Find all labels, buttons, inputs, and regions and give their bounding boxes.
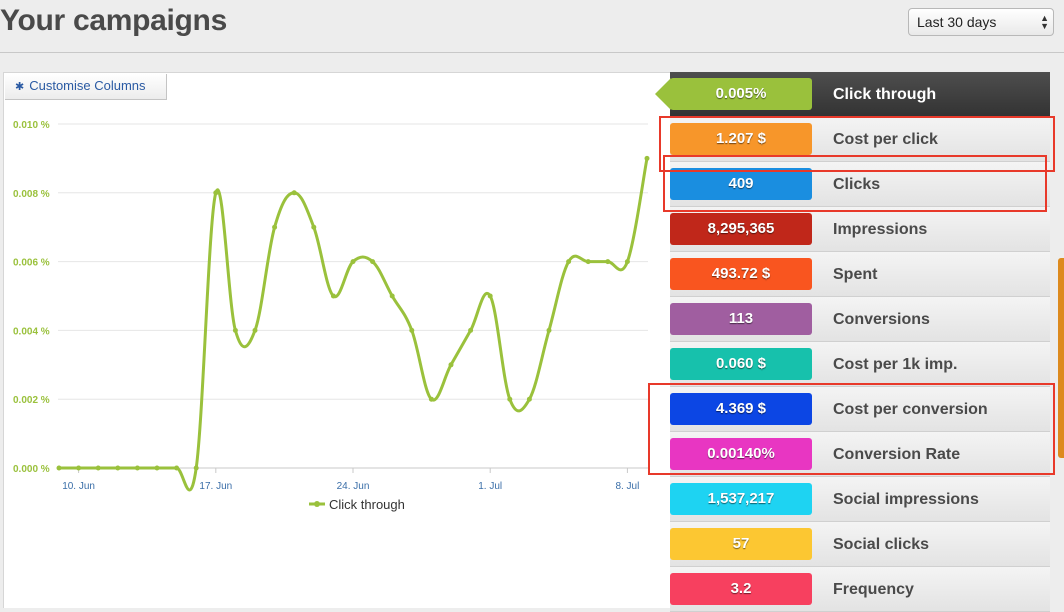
metric-row[interactable]: 57 Social clicks <box>670 522 1050 567</box>
metric-row[interactable]: 1,537,217 Social impressions <box>670 477 1050 522</box>
data-point <box>134 465 140 471</box>
data-point <box>174 465 180 471</box>
metric-label: Spent <box>833 266 878 283</box>
data-point <box>311 224 317 230</box>
data-point <box>95 465 101 471</box>
metric-value: 0.00140% <box>670 438 812 470</box>
data-point <box>56 465 62 471</box>
y-tick-label: 0.006 % <box>13 258 50 269</box>
header-divider <box>0 52 1064 53</box>
metric-label: Click through <box>833 86 937 103</box>
data-point <box>566 259 572 265</box>
metric-row[interactable]: 0.005% Click through <box>655 72 1050 117</box>
customise-columns-label: Customise Columns <box>29 78 146 93</box>
y-tick-label: 0.008 % <box>13 189 50 200</box>
metric-value: 8,295,365 <box>670 213 812 245</box>
metric-label: Social clicks <box>833 536 930 553</box>
data-point <box>291 190 297 196</box>
data-point <box>428 396 434 402</box>
metric-value: 0.005% <box>670 78 812 110</box>
selected-pointer-icon <box>655 78 671 110</box>
data-point <box>154 465 160 471</box>
customise-columns-button[interactable]: ✱ Customise Columns <box>5 74 167 100</box>
data-point <box>605 259 611 265</box>
metric-value: 409 <box>670 168 812 200</box>
y-tick-label: 0.004 % <box>13 326 50 337</box>
metric-row[interactable]: 3.2 Frequency <box>670 567 1050 612</box>
data-point <box>448 362 454 368</box>
data-point <box>644 155 650 161</box>
data-point <box>213 190 219 196</box>
metric-label: Cost per click <box>833 131 938 148</box>
highlight-box <box>648 383 1055 475</box>
data-point <box>76 465 82 471</box>
series-line <box>57 156 649 492</box>
metric-label: Impressions <box>833 221 928 238</box>
metric-value: 0.060 $ <box>670 348 812 380</box>
legend-marker <box>314 501 320 507</box>
period-select-value: Last 30 days <box>917 14 997 30</box>
legend-label: Click through <box>329 497 405 512</box>
metric-row[interactable]: 493.72 $ Spent <box>670 252 1050 297</box>
metric-label: Frequency <box>833 581 914 598</box>
data-point <box>526 396 532 402</box>
data-point <box>409 327 415 333</box>
metric-value: 1.207 $ <box>670 123 812 155</box>
metric-value: 4.369 $ <box>670 393 812 425</box>
select-arrows-icon: ▲ ▼ <box>1040 13 1049 31</box>
data-point <box>232 327 238 333</box>
metric-value: 3.2 <box>670 573 812 605</box>
x-tick-label: 1. Jul <box>478 481 502 492</box>
highlight-box <box>663 155 1047 212</box>
metric-label: Social impressions <box>833 491 979 508</box>
data-point <box>389 293 395 299</box>
metric-label: Conversion Rate <box>833 446 961 463</box>
page-title: Your campaigns <box>0 4 227 37</box>
data-point <box>272 224 278 230</box>
data-point <box>350 259 356 265</box>
metric-value: 1,537,217 <box>670 483 812 515</box>
metrics-list: 0.005% Click through 1.207 $ Cost per click… <box>655 72 1050 612</box>
metric-label: Clicks <box>833 176 881 193</box>
metric-value: 493.72 $ <box>670 258 812 290</box>
period-select[interactable]: Last 30 days ▲ ▼ <box>908 8 1054 36</box>
x-tick-label: 10. Jun <box>62 481 95 492</box>
x-tick-label: 24. Jun <box>337 481 370 492</box>
data-point <box>507 396 513 402</box>
x-tick-label: 8. Jul <box>615 481 639 492</box>
metric-row[interactable]: 1.207 $ Cost per click <box>670 117 1050 162</box>
metric-value: 113 <box>670 303 812 335</box>
metric-row[interactable]: 409 Clicks <box>670 162 1050 207</box>
metric-label: Cost per conversion <box>833 401 988 418</box>
data-point <box>193 465 199 471</box>
data-point <box>546 327 552 333</box>
y-tick-label: 0.002 % <box>13 395 50 406</box>
data-point <box>624 259 630 265</box>
chart-panel <box>3 72 672 608</box>
metric-value: 57 <box>670 528 812 560</box>
metric-row[interactable]: 0.060 $ Cost per 1k imp. <box>670 342 1050 387</box>
data-point <box>585 259 591 265</box>
data-point <box>330 293 336 299</box>
click-through-chart: 0.000 % 0.002 % 0.004 % 0.006 % 0.008 % 0.010… <box>13 120 650 512</box>
data-point <box>115 465 121 471</box>
gear-icon: ✱ <box>15 81 25 93</box>
data-point <box>370 259 376 265</box>
data-point <box>468 327 474 333</box>
highlight-box <box>659 116 1055 172</box>
y-tick-label: 0.000 % <box>13 464 50 475</box>
metric-row[interactable]: 4.369 $ Cost per conversion <box>670 387 1050 432</box>
metric-label: Cost per 1k imp. <box>833 356 958 373</box>
metric-row[interactable]: 113 Conversions <box>670 297 1050 342</box>
metric-label: Conversions <box>833 311 930 328</box>
side-tab[interactable] <box>1058 258 1064 458</box>
data-point <box>252 327 258 333</box>
data-point <box>487 293 493 299</box>
metric-row[interactable]: 8,295,365 Impressions <box>670 207 1050 252</box>
metric-row[interactable]: 0.00140% Conversion Rate <box>670 432 1050 477</box>
x-tick-label: 17. Jun <box>199 481 232 492</box>
y-tick-label: 0.010 % <box>13 120 50 131</box>
